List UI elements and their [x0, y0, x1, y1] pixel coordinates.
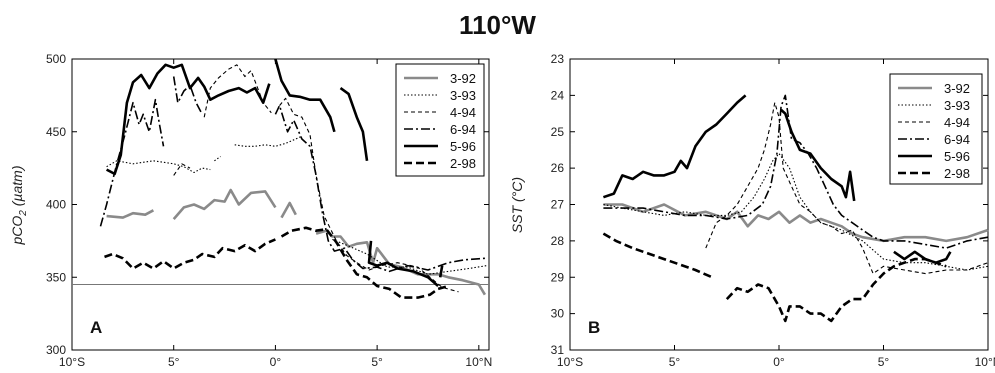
- sst-y-axis-label: SST (°C): [509, 177, 525, 233]
- sst-legend-label: 4-94: [944, 115, 970, 130]
- pco2-x-tick-label: 10°S: [59, 355, 85, 369]
- sst-series-line: [603, 94, 989, 249]
- pco2-series-line: [274, 104, 485, 273]
- sst-panel-letter: B: [588, 318, 600, 337]
- pco2-series-2-98: [104, 226, 449, 299]
- pco2-series-line: [339, 87, 369, 161]
- sst-y-tick-label: 25: [551, 125, 565, 139]
- sst-y-tick-label: 24: [551, 88, 565, 102]
- pco2-legend-label: 3-92: [450, 71, 476, 86]
- sst-series-line: [602, 232, 713, 279]
- pco2-series-line: [315, 229, 487, 296]
- pco2-series-line: [105, 63, 271, 176]
- sst-legend-label: 3-93: [944, 98, 970, 113]
- sst-y-tick-label: 27: [551, 198, 565, 212]
- sst-series-lines: [602, 94, 989, 323]
- sst-series-line: [893, 250, 952, 265]
- sst-y-tick-label: 26: [551, 161, 565, 175]
- sst-legend-label: 6-94: [944, 132, 970, 147]
- sst-series-4-94: [705, 102, 989, 275]
- pco2-legend-label: 5-96: [450, 139, 476, 154]
- sst-series-6-94: [603, 94, 989, 249]
- pco2-series-4-94: [173, 64, 459, 293]
- pco2-x-tick-label: 5°: [168, 355, 180, 369]
- pco2-legend-label: 2-98: [450, 156, 476, 171]
- pco2-series-6-94: [99, 76, 485, 273]
- pco2-series-line: [172, 188, 277, 220]
- pco2-y-tick-label: 450: [46, 125, 66, 139]
- sst-axes: 10°S 5° 0° 5° 10°N 23 24 25 26 27 28 29 30 31: [551, 52, 995, 369]
- pco2-legend-label: 6-94: [450, 122, 476, 137]
- pco2-series-line: [203, 64, 272, 118]
- pco2-series-line: [280, 201, 297, 219]
- sst-x-tick-label: 5°: [669, 355, 681, 369]
- pco2-series-line: [106, 209, 155, 219]
- pco2-series-line: [280, 226, 449, 299]
- pco2-y-tick-label: 500: [46, 52, 66, 66]
- sst-x-tick-label: 10°N: [975, 355, 995, 369]
- sst-series-line: [603, 203, 989, 243]
- pco2-legend-label: 3-93: [450, 88, 476, 103]
- pco2-series-lines: [99, 58, 488, 299]
- sst-legend-label: 2-98: [944, 166, 970, 181]
- sst-legend: 3-92 3-93 4-94 6-94 5-96 2-98: [889, 73, 983, 185]
- pco2-series-line: [99, 98, 165, 227]
- sst-x-tick-label: 0°: [773, 355, 785, 369]
- pco2-series-line: [332, 238, 488, 275]
- pco2-panel-letter: A: [90, 318, 102, 337]
- pco2-x-tick-label: 0°: [270, 355, 282, 369]
- sst-legend-label: 5-96: [944, 149, 970, 164]
- sst-series-line: [602, 94, 747, 199]
- pco2-series-line: [234, 135, 303, 147]
- pco2-series-line: [438, 265, 444, 278]
- sst-x-tick-label: 10°S: [557, 355, 583, 369]
- pco2-series-3-92: [106, 188, 487, 296]
- pco2-series-line: [104, 238, 276, 270]
- pco2-y-tick-label: 350: [46, 270, 66, 284]
- pco2-legend-label: 4-94: [450, 105, 476, 120]
- pco2-series-line: [214, 156, 221, 162]
- pco2-y-tick-label: 400: [46, 198, 66, 212]
- sst-series-3-92: [603, 203, 989, 243]
- pco2-series-line: [106, 160, 211, 174]
- sst-y-tick-label: 28: [551, 234, 565, 248]
- pco2-series-line: [173, 163, 191, 176]
- sst-y-tick-label: 31: [551, 343, 565, 357]
- sst-series-line: [725, 257, 947, 323]
- pco2-legend-box: [395, 63, 485, 177]
- pco2-series-line: [279, 97, 459, 293]
- sst-legend-box: [889, 73, 983, 185]
- pco2-axes: 10°S 5° 0° 5° 10°N 300 350 400 450 500: [46, 52, 492, 369]
- figure-title: 110°W: [459, 10, 536, 40]
- pco2-x-tick-label: 10°N: [465, 355, 492, 369]
- sst-series-line: [603, 153, 989, 271]
- pco2-series-3-93: [106, 135, 488, 275]
- pco2-series-5-96: [105, 58, 444, 287]
- sst-panel: 10°S 5° 0° 5° 10°N 23 24 25 26 27 28 29 30 31 SST (°C…: [509, 52, 995, 369]
- pco2-legend: 3-92 3-93 4-94 6-94 5-96 2-98: [395, 63, 485, 177]
- sst-series-3-93: [603, 153, 989, 271]
- sst-series-line: [705, 102, 989, 275]
- pco2-series-line: [367, 240, 439, 287]
- pco2-series-line: [274, 58, 336, 133]
- pco2-y-tick-label: 300: [46, 343, 66, 357]
- sst-x-tick-label: 5°: [878, 355, 890, 369]
- sst-series-line: [780, 108, 856, 202]
- sst-series-2-98: [602, 232, 947, 323]
- pco2-series-line: [172, 76, 203, 115]
- pco2-y-axis-label: pCO2 (µatm): [9, 166, 29, 246]
- sst-y-tick-label: 29: [551, 270, 565, 284]
- sst-y-tick-label: 30: [551, 307, 565, 321]
- sst-legend-label: 3-92: [944, 81, 970, 96]
- pco2-x-tick-label: 5°: [371, 355, 383, 369]
- sst-y-tick-label: 23: [551, 52, 565, 66]
- pco2-panel: 10°S 5° 0° 5° 10°N 300 350 400 450 500 pCO2 (µatm…: [9, 52, 492, 369]
